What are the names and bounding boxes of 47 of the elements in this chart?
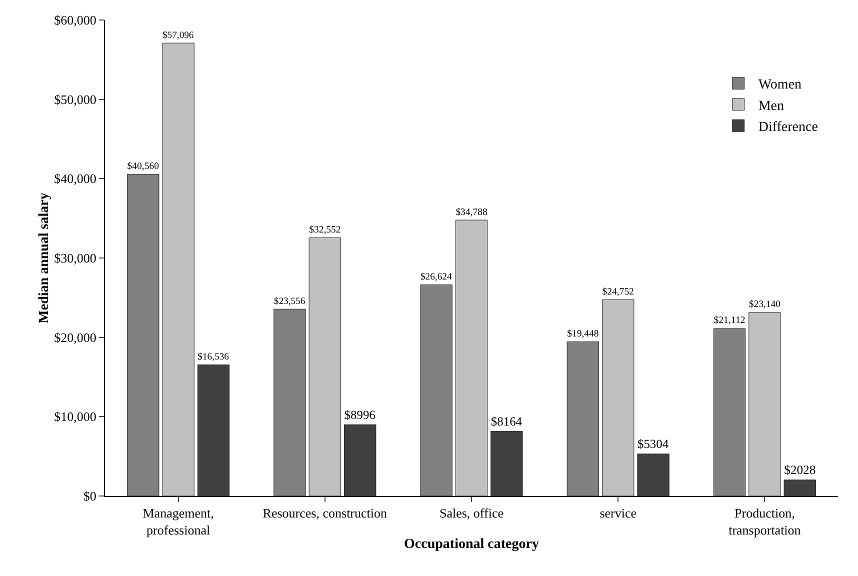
data-label: $26,624 (420, 272, 452, 283)
data-label: $16,536 (198, 352, 230, 363)
data-label: $24,752 (602, 286, 634, 298)
bar (713, 328, 746, 496)
y-tick-label: $30,000 (54, 250, 96, 266)
bar (197, 364, 230, 496)
y-axis-title: Median annual salary (37, 192, 52, 324)
x-tick-label: Sales, office (439, 506, 504, 521)
data-label: $32,552 (309, 224, 341, 236)
bar (274, 308, 306, 496)
bar (308, 238, 341, 496)
data-label: $40,560 (127, 160, 160, 172)
x-axis-title: Occupational category (404, 537, 539, 552)
data-label: $21,112 (714, 315, 746, 326)
bar (344, 424, 376, 496)
bar (127, 174, 160, 496)
x-tick-label: Production, transportation (728, 506, 802, 538)
bar (602, 299, 634, 496)
y-tick-label: $0 (83, 488, 96, 504)
x-tick-label: Resources, construction (262, 506, 388, 521)
bar (490, 430, 523, 496)
y-tick-label: $60,000 (54, 12, 96, 28)
data-label: $8996 (344, 408, 376, 422)
data-label: $8164 (490, 414, 523, 428)
data-label: $34,788 (456, 206, 488, 218)
bar (162, 42, 194, 496)
data-label: $5304 (637, 437, 670, 452)
y-tick-label: $20,000 (54, 330, 96, 345)
data-label: $57,096 (162, 30, 194, 41)
bar (637, 454, 670, 496)
y-tick-label: $50,000 (54, 92, 96, 107)
legend-label: Men (758, 98, 784, 114)
y-tick-label: $10,000 (54, 409, 96, 424)
data-label: $2028 (784, 462, 816, 477)
bar (784, 480, 816, 496)
bar (420, 284, 452, 496)
x-tick-label: service (600, 506, 637, 521)
legend-label: Women (758, 78, 802, 93)
x-tick-label: Management, professional (142, 506, 214, 538)
legend-label: Difference (758, 120, 818, 136)
bar (748, 312, 781, 496)
bar (566, 341, 599, 496)
data-label: $19,448 (567, 328, 599, 340)
y-tick-label: $40,000 (54, 171, 96, 186)
bar (455, 220, 488, 496)
data-label: $23,556 (274, 296, 306, 307)
data-label: $23,140 (748, 299, 781, 310)
